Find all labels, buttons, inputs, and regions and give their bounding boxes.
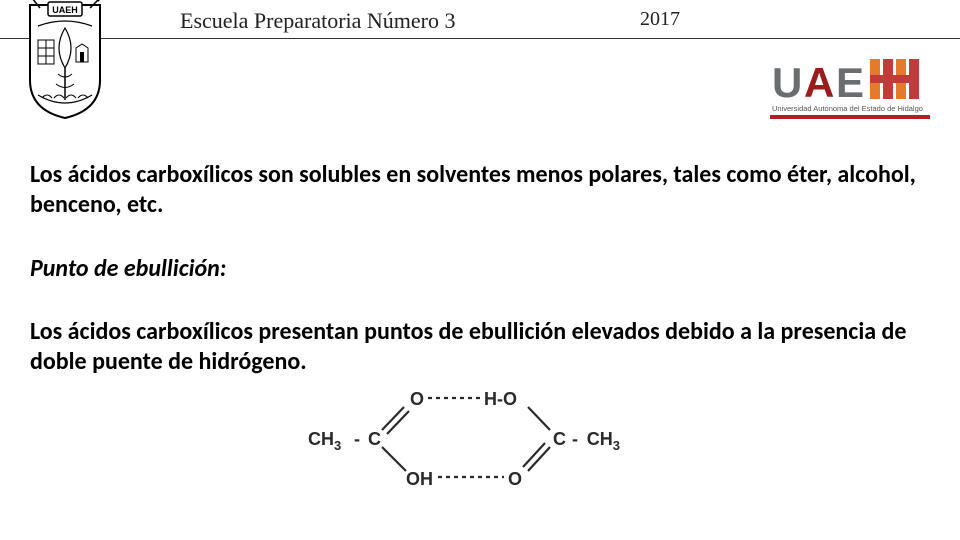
- svg-text:A: A: [804, 59, 834, 106]
- slide-header: Escuela Preparatoria Número 3 2017 UAEH …: [0, 0, 960, 140]
- svg-text:-: -: [354, 429, 360, 449]
- year-label: 2017: [640, 8, 680, 31]
- svg-text:Universidad Autónoma del Estad: Universidad Autónoma del Estado de Hidal…: [772, 104, 923, 113]
- paragraph-boiling-point: Los ácidos carboxílicos presentan puntos…: [30, 317, 930, 377]
- heading-boiling-point: Punto de ebullición:: [30, 254, 930, 283]
- svg-text:-: -: [572, 429, 578, 449]
- svg-text:O: O: [410, 389, 424, 409]
- svg-text:CH3: CH3: [587, 429, 620, 453]
- svg-text:CH3: CH3: [308, 429, 341, 453]
- svg-text:UAEH: UAEH: [52, 5, 78, 15]
- svg-text:H-O: H-O: [484, 389, 517, 409]
- slide-body: Los ácidos carboxílicos son solubles en …: [0, 140, 960, 493]
- hydrogen-bond-dimer-diagram: CH3 - C O OH CH3 - C H-O O: [300, 383, 660, 493]
- uaeh-logo: U A E Universidad Autónoma del Estado de…: [770, 55, 940, 130]
- svg-text:OH: OH: [406, 469, 433, 489]
- svg-text:E: E: [836, 59, 864, 106]
- svg-text:C: C: [368, 429, 381, 449]
- school-title: Escuela Preparatoria Número 3: [180, 8, 456, 34]
- svg-text:U: U: [772, 59, 802, 106]
- school-shield-logo: UAEH: [20, 0, 110, 120]
- svg-text:O: O: [508, 469, 522, 489]
- header-rule: [0, 38, 960, 39]
- svg-text:C: C: [553, 429, 566, 449]
- paragraph-solubility: Los ácidos carboxílicos son solubles en …: [30, 160, 930, 220]
